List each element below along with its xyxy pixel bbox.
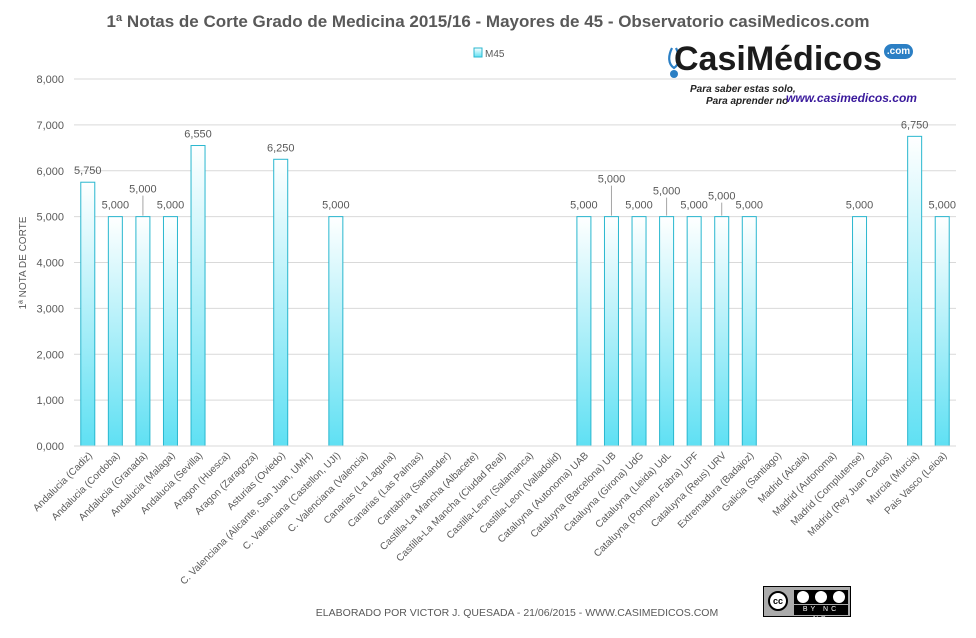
data-label: 5,000 [157,200,185,212]
legend-swatch [473,47,483,58]
data-label: 5,000 [598,174,626,186]
bar [686,216,702,447]
chart-title: 1ª Notas de Corte Grado de Medicina 2015… [106,12,869,31]
data-label: 5,000 [102,200,130,212]
gridlines [74,78,956,401]
bar [162,216,178,447]
bar [714,216,730,447]
bar [907,135,923,447]
data-label: 5,000 [736,200,764,212]
logo-tagline-1: Para saber estas solo, [690,84,796,95]
x-axis-ticks: Andalucia (Cadiz)Andalucia (Cordoba)Anda… [31,450,949,587]
y-tick-label: 6,000 [36,166,64,178]
data-label: 5,000 [653,186,681,198]
data-label: 5,000 [129,184,157,196]
attribution-icon [797,591,809,603]
data-label: 6,750 [901,119,929,131]
logo-url: www.casimedicos.com [786,91,917,105]
noncommercial-icon [815,591,827,603]
footer-credit: ELABORADO POR VICTOR J. QUESADA - 21/06/… [316,607,718,619]
data-label: 5,000 [708,191,736,203]
y-tick-label: 4,000 [36,258,64,270]
y-tick-label: 0,000 [36,441,64,453]
y-tick-label: 3,000 [36,303,64,315]
data-label: 5,000 [680,200,708,212]
bar [107,216,123,447]
creative-commons-icon: cc BY NC ND [763,586,851,623]
bar [852,216,868,447]
casimedicos-logo: CasiMédicos .com Para saber estas solo, P… [668,40,917,116]
y-axis-label: 1ª NOTA DE CORTE [18,216,29,309]
data-label: 5,000 [928,200,956,212]
y-tick-label: 5,000 [36,212,64,224]
bar [659,216,675,447]
bar [135,216,151,447]
data-label: 6,550 [184,129,212,141]
cc-badge: cc [768,591,788,611]
bar [576,216,592,447]
bar [741,216,757,447]
bar [80,181,96,447]
y-tick-label: 8,000 [36,74,64,86]
stethoscope-icon [668,47,680,78]
logo-brand-text: CasiMédicos [674,40,882,78]
logo-tagline-2: Para aprender no [706,96,789,107]
bar [328,216,344,447]
data-label: 5,000 [570,200,598,212]
y-tick-label: 7,000 [36,120,64,132]
data-label: 5,000 [322,200,350,212]
legend-label: M45 [485,49,505,60]
y-tick-label: 1,000 [36,395,64,407]
data-label: 5,000 [846,200,874,212]
bar [273,158,289,447]
bar [934,216,950,447]
legend: M45 [473,47,505,60]
cc-terms: BY NC ND [794,605,848,623]
bar [631,216,647,447]
data-label: 5,750 [74,165,102,177]
cc-condition-icons [794,590,848,604]
y-axis-ticks: 0,000 1,000 2,000 3,000 4,000 5,000 6,000 7,000… [36,74,64,453]
logo-brand: CasiMédicos .com [674,40,914,79]
bars [80,135,950,447]
y-tick-label: 2,000 [36,349,64,361]
bar [190,145,206,447]
logo-dot-com: .com [883,44,914,59]
label-leaders [142,185,723,216]
bar [603,216,619,447]
noderivatives-icon [833,591,845,603]
data-label: 5,000 [625,200,653,212]
data-label: 6,250 [267,142,295,154]
